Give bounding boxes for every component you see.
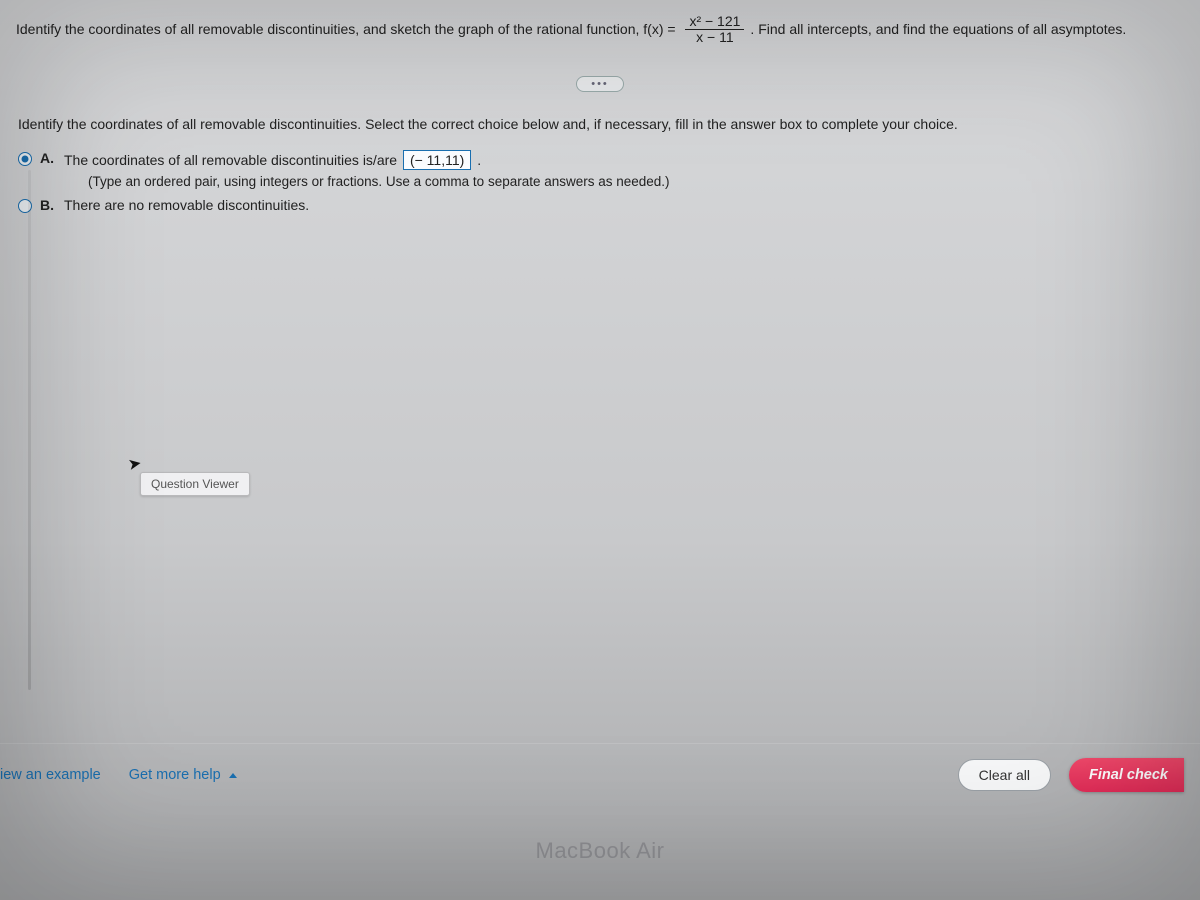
answer-input-a[interactable]: (− 11,11) xyxy=(403,150,471,170)
choice-b-label: B. xyxy=(40,197,58,213)
get-more-help-link[interactable]: Get more help xyxy=(129,767,237,783)
question-text-after: . Find all intercepts, and find the equa… xyxy=(750,19,1126,40)
final-check-button[interactable]: Final check xyxy=(1069,758,1184,792)
choice-b[interactable]: B. There are no removable discontinuitie… xyxy=(18,197,1184,213)
choice-a-hint: (Type an ordered pair, using integers or… xyxy=(88,174,1184,189)
choice-a-text-after: . xyxy=(477,152,481,168)
choice-a-text-before: The coordinates of all removable discont… xyxy=(64,152,401,168)
radio-a[interactable] xyxy=(18,152,32,166)
clear-all-button[interactable]: Clear all xyxy=(958,759,1051,791)
rational-fraction: x² − 121 x − 11 xyxy=(685,14,744,46)
choice-a[interactable]: A. The coordinates of all removable disc… xyxy=(18,150,1184,189)
fraction-numerator: x² − 121 xyxy=(685,14,744,30)
question-prompt: Identify the coordinates of all removabl… xyxy=(16,14,1184,46)
fraction-denominator: x − 11 xyxy=(692,30,738,45)
expand-pill[interactable]: ••• xyxy=(576,76,624,92)
view-example-link[interactable]: iew an example xyxy=(0,767,101,783)
scroll-gutter xyxy=(28,170,31,690)
question-viewer-tooltip: Question Viewer xyxy=(140,472,250,496)
choice-b-text: There are no removable discontinuities. xyxy=(64,197,309,213)
choice-group: A. The coordinates of all removable disc… xyxy=(18,150,1184,213)
device-label: MacBook Air xyxy=(536,838,665,864)
get-more-help-label: Get more help xyxy=(129,767,221,783)
choice-a-label: A. xyxy=(40,150,58,166)
instruction-text: Identify the coordinates of all removabl… xyxy=(18,116,1184,132)
caret-up-icon xyxy=(229,773,237,778)
question-text-before: Identify the coordinates of all removabl… xyxy=(16,19,679,40)
footer-bar: iew an example Get more help Clear all F… xyxy=(0,743,1200,792)
